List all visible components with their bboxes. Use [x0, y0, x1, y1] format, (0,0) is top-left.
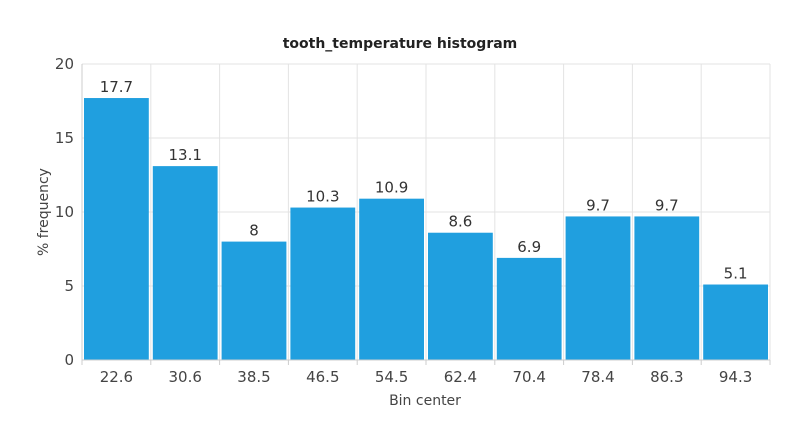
x-tick-label: 38.5 — [237, 368, 270, 386]
bar — [290, 207, 356, 360]
x-tick-label: 86.3 — [650, 368, 683, 386]
x-axis-label: Bin center — [389, 393, 461, 409]
bar — [152, 166, 218, 360]
bar — [428, 232, 493, 360]
bar-value-label: 6.9 — [517, 238, 541, 256]
bar — [703, 284, 768, 360]
y-tick-label: 15 — [55, 129, 74, 147]
data-labels: 17.7 13.1 8 10.3 10.9 8.6 6.9 9.7 9.7 5.1 — [100, 78, 748, 282]
x-tick-label: 62.4 — [444, 368, 477, 386]
y-tick-label: 20 — [55, 55, 74, 73]
y-tick-label: 10 — [55, 203, 74, 221]
bar-value-label: 13.1 — [168, 146, 201, 164]
x-tick-label: 78.4 — [581, 368, 614, 386]
bar-value-label: 9.7 — [586, 196, 610, 214]
bar — [221, 241, 287, 360]
y-axis-ticks: 0 5 10 15 20 — [55, 55, 74, 369]
chart-title: tooth_temperature histogram — [283, 36, 518, 52]
x-tick-label: 54.5 — [375, 368, 408, 386]
bar-value-label: 17.7 — [100, 78, 133, 96]
bars — [84, 98, 768, 360]
bar — [496, 257, 562, 360]
x-tick-label: 70.4 — [512, 368, 545, 386]
x-tick-label: 94.3 — [719, 368, 752, 386]
bar-value-label: 5.1 — [724, 265, 748, 283]
bar-value-label: 8.6 — [448, 213, 472, 231]
x-tick-label: 30.6 — [168, 368, 201, 386]
bar — [359, 198, 424, 360]
x-tick-label: 46.5 — [306, 368, 339, 386]
bar-value-label: 10.9 — [375, 179, 408, 197]
bar — [84, 98, 149, 360]
y-tick-label: 0 — [64, 351, 74, 369]
bar-value-label: 9.7 — [655, 196, 679, 214]
y-tick-label: 5 — [64, 277, 74, 295]
bar — [565, 216, 631, 360]
y-axis-label: % frequency — [36, 168, 52, 256]
bar-value-label: 8 — [249, 222, 259, 240]
x-axis-ticks: 22.6 30.6 38.5 46.5 54.5 62.4 70.4 78.4 86.3 94.3 — [81, 360, 771, 386]
bar — [634, 216, 700, 360]
x-tick-label: 22.6 — [100, 368, 133, 386]
bar-value-label: 10.3 — [306, 188, 339, 206]
